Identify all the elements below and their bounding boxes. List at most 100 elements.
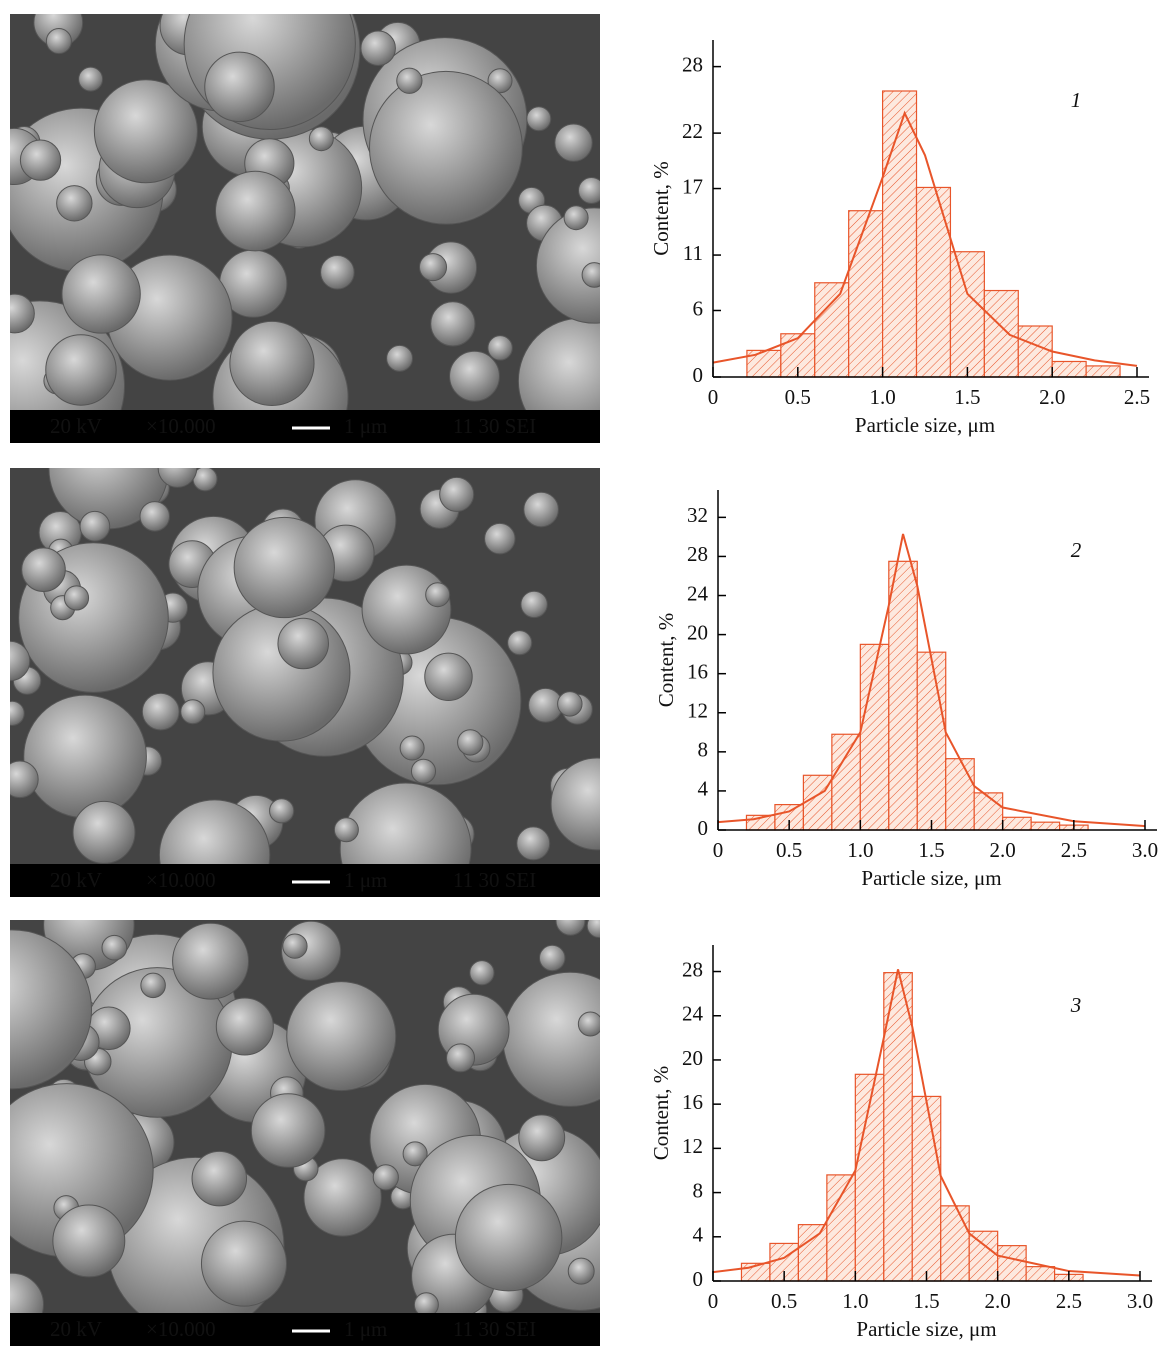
particle bbox=[158, 799, 271, 864]
particle bbox=[308, 126, 334, 152]
particle bbox=[502, 971, 600, 1107]
fit-curve bbox=[712, 969, 1141, 1277]
y-tick-label: 28 bbox=[687, 542, 708, 566]
y-tick-label: 0 bbox=[693, 363, 704, 387]
x-tick-label: 2.0 bbox=[985, 1289, 1011, 1313]
x-axis-label: Particle size, μm bbox=[856, 1317, 996, 1341]
y-tick-label: 8 bbox=[693, 1178, 704, 1202]
particle bbox=[172, 922, 250, 1000]
bar bbox=[1085, 365, 1121, 378]
particle bbox=[520, 590, 548, 619]
particle bbox=[233, 516, 335, 619]
particle bbox=[72, 800, 136, 864]
bar bbox=[814, 282, 850, 378]
x-tick-label: 0.5 bbox=[785, 385, 811, 409]
particle bbox=[52, 1204, 126, 1278]
magnification: ×10.000 bbox=[146, 868, 216, 892]
bar bbox=[1002, 816, 1032, 831]
x-tick-label: 2.0 bbox=[990, 838, 1016, 862]
particle bbox=[430, 301, 476, 347]
bar bbox=[802, 774, 833, 831]
bar bbox=[945, 758, 975, 831]
particle bbox=[10, 760, 39, 799]
particle bbox=[487, 335, 513, 361]
particle bbox=[212, 603, 351, 742]
y-tick-label: 16 bbox=[682, 1090, 703, 1114]
bar bbox=[848, 210, 884, 378]
y-tick-label: 6 bbox=[693, 296, 704, 320]
bar bbox=[859, 643, 890, 831]
particle bbox=[21, 547, 66, 592]
particle bbox=[555, 920, 586, 936]
y-axis-label: Content, % bbox=[649, 161, 673, 256]
particle bbox=[303, 1158, 382, 1237]
y-tick-label: 32 bbox=[687, 503, 708, 527]
y-axis-label: Content, % bbox=[649, 1066, 673, 1161]
particle bbox=[372, 1164, 399, 1191]
x-axis-label: Particle size, μm bbox=[855, 413, 995, 437]
x-tick-label: 1.0 bbox=[869, 385, 895, 409]
particle bbox=[396, 67, 423, 94]
x-tick-label: 0.5 bbox=[771, 1289, 797, 1313]
particle bbox=[418, 253, 448, 282]
particle bbox=[286, 981, 397, 1092]
bar bbox=[1030, 821, 1061, 831]
y-tick-label: 8 bbox=[698, 738, 709, 762]
particle bbox=[139, 501, 171, 532]
bar bbox=[826, 1174, 856, 1282]
particle bbox=[250, 1093, 326, 1168]
particle bbox=[563, 205, 589, 231]
particle bbox=[439, 476, 475, 512]
particle bbox=[191, 1150, 248, 1207]
fit-curve bbox=[712, 110, 1138, 367]
y-tick-label: 22 bbox=[682, 119, 703, 143]
bar bbox=[831, 733, 861, 831]
y-tick-label: 0 bbox=[698, 816, 709, 840]
bar bbox=[881, 90, 918, 378]
particle bbox=[56, 185, 93, 222]
particle bbox=[79, 510, 111, 542]
particle bbox=[23, 694, 147, 819]
scale: 1 μm bbox=[344, 414, 387, 438]
particle bbox=[101, 934, 128, 961]
particle bbox=[19, 139, 62, 181]
particle bbox=[386, 344, 414, 372]
y-tick-label: 20 bbox=[682, 1046, 703, 1070]
bar bbox=[916, 651, 947, 831]
y-tick-label: 28 bbox=[682, 52, 703, 76]
y-tick-label: 12 bbox=[682, 1134, 703, 1158]
particle bbox=[361, 564, 452, 655]
y-tick-label: 4 bbox=[693, 1223, 704, 1247]
particle bbox=[360, 30, 396, 66]
info: 11 30 SEI bbox=[453, 868, 536, 892]
particle bbox=[140, 972, 166, 999]
y-tick-label: 28 bbox=[682, 957, 703, 981]
bar bbox=[888, 560, 918, 831]
particle bbox=[45, 334, 117, 406]
voltage: 20 kV bbox=[50, 868, 102, 892]
particle bbox=[229, 320, 315, 407]
particle bbox=[277, 617, 329, 670]
particle bbox=[214, 170, 296, 252]
particle bbox=[410, 758, 437, 784]
particles bbox=[10, 14, 600, 410]
x-tick-label: 0 bbox=[708, 1289, 719, 1313]
x-axis-label: Particle size, μm bbox=[861, 866, 1001, 890]
y-tick-label: 16 bbox=[687, 659, 708, 683]
particle bbox=[320, 255, 355, 290]
particle bbox=[204, 51, 275, 123]
particle bbox=[454, 1183, 563, 1292]
x-tick-label: 3.0 bbox=[1132, 838, 1158, 862]
voltage: 20 kV bbox=[50, 414, 102, 438]
particle bbox=[554, 123, 593, 162]
x-tick-label: 2.0 bbox=[1039, 385, 1065, 409]
particle bbox=[526, 106, 552, 132]
particle bbox=[469, 960, 495, 986]
bar bbox=[911, 1095, 942, 1282]
particle bbox=[581, 262, 600, 288]
bar bbox=[1051, 360, 1087, 378]
x-tick-label: 3.0 bbox=[1127, 1289, 1153, 1313]
particle bbox=[10, 640, 31, 682]
y-tick-label: 20 bbox=[687, 620, 708, 644]
